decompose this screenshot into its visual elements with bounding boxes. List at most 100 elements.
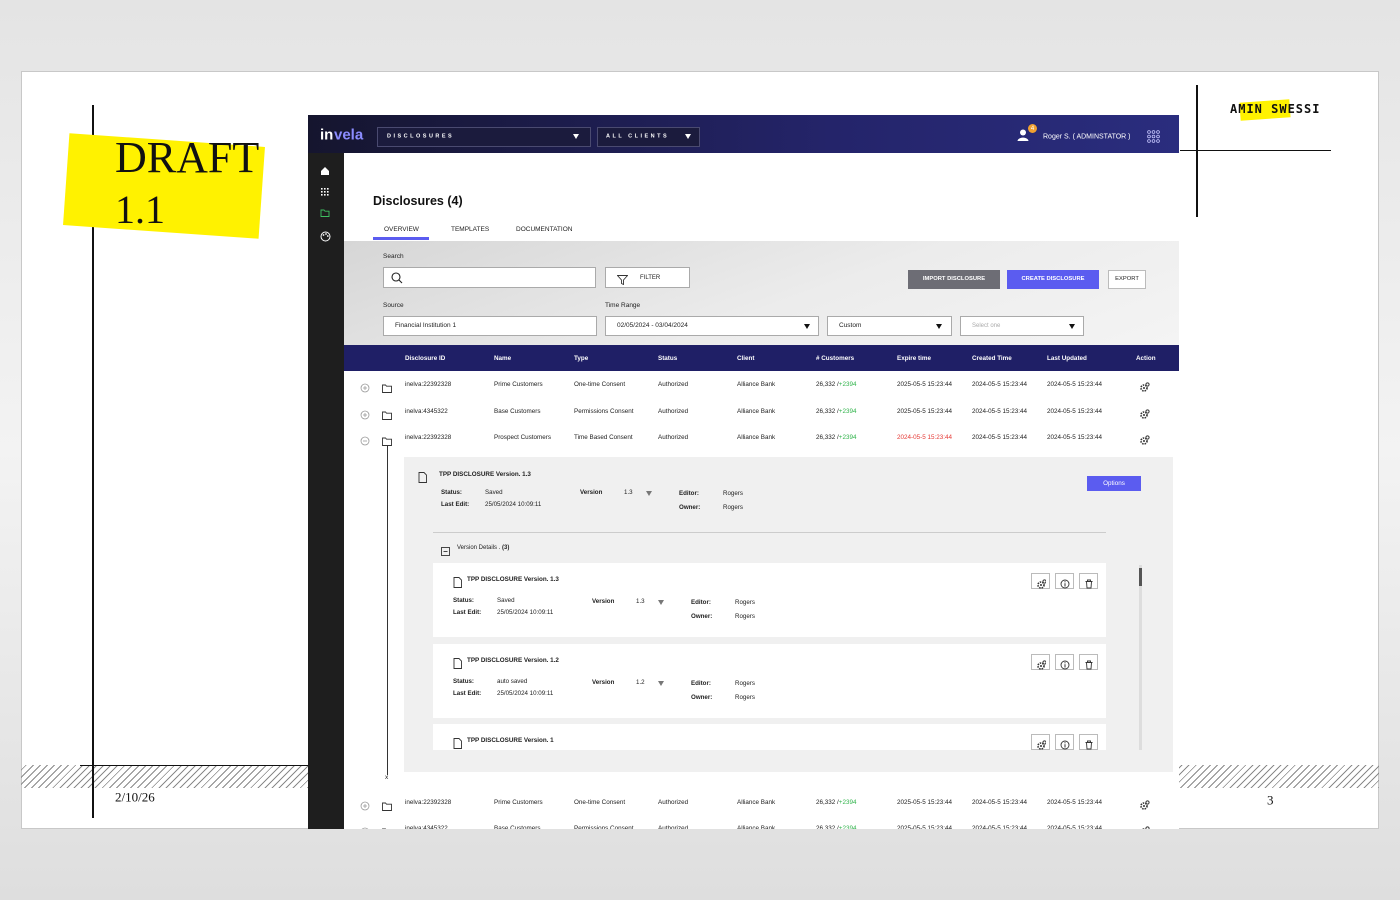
- version-settings-icon-part: [1036, 740, 1047, 750]
- version-select[interactable]: 1.3: [636, 597, 645, 605]
- tab[interactable]: OVERVIEW: [384, 225, 419, 233]
- rule-line: [80, 765, 308, 766]
- folder-icon: [382, 798, 392, 811]
- version-delete-button[interactable]: [1079, 654, 1098, 670]
- table-cell: One-time Consent: [574, 798, 626, 806]
- tab[interactable]: TEMPLATES: [451, 225, 490, 233]
- extra-select[interactable]: [960, 316, 1084, 336]
- version-settings-button[interactable]: [1031, 734, 1050, 750]
- create-button[interactable]: [1007, 270, 1099, 289]
- customers-cell: 26,332 /+2394: [816, 434, 856, 441]
- apps-menu-part: [1147, 139, 1151, 143]
- sidebar: [308, 153, 344, 829]
- nav-folder[interactable]: [320, 205, 330, 217]
- apps-menu[interactable]: [1147, 130, 1160, 143]
- version-settings-button[interactable]: [1031, 654, 1050, 670]
- nav-apps[interactable]: [320, 184, 330, 196]
- dropdown-text: DISCLOSURES: [387, 133, 455, 140]
- customers-cell: 26,332 /+2394: [816, 408, 856, 414]
- table-cell: 2024-05-5 15:23:44: [1047, 798, 1102, 806]
- version-title: TPP DISCLOSURE Version. 1.3: [467, 575, 559, 583]
- field-value: Saved: [497, 596, 515, 604]
- page-title: Disclosures (4): [373, 193, 463, 208]
- table-cell: Alliance Bank: [737, 798, 776, 806]
- range-mode-select[interactable]: [827, 316, 952, 336]
- field-label: Version: [592, 597, 615, 605]
- customer-delta: +2394: [838, 407, 857, 415]
- expand-toggle[interactable]: [360, 380, 370, 393]
- nav-home[interactable]: [320, 163, 330, 175]
- options-button[interactable]: [1087, 476, 1141, 491]
- column-header: Created Time: [972, 354, 1012, 362]
- action-settings[interactable]: [1139, 406, 1150, 419]
- apps-menu-part: [1151, 139, 1156, 143]
- source-input[interactable]: [383, 316, 597, 336]
- version-delete-icon-part: [1085, 660, 1092, 670]
- action-settings[interactable]: [1139, 797, 1150, 810]
- search-input[interactable]: [383, 267, 596, 288]
- table-cell: 2024-05-5 15:23:44: [972, 824, 1027, 829]
- expand-toggle[interactable]: [360, 407, 370, 419]
- action-settings[interactable]: [1139, 823, 1150, 829]
- version-settings-icon: [1036, 576, 1047, 589]
- tree-end: x: [385, 773, 389, 781]
- version-info-button[interactable]: [1055, 573, 1074, 589]
- date-range-select[interactable]: [605, 316, 819, 336]
- table-cell: Authorized: [658, 824, 689, 829]
- client-dropdown[interactable]: [597, 127, 700, 147]
- action-settings-part: [1140, 410, 1148, 419]
- action-settings-part: [1141, 825, 1150, 829]
- version-delete-button[interactable]: [1079, 573, 1098, 589]
- collapse-toggle[interactable]: [441, 543, 450, 556]
- folder-icon-part: [382, 828, 387, 829]
- version-info-button[interactable]: [1055, 734, 1074, 750]
- import-button[interactable]: [908, 270, 1000, 289]
- version-select[interactable]: 1.2: [636, 678, 645, 686]
- table-cell: 2024-05-5 15:23:44: [972, 433, 1027, 441]
- tree-line: [386, 446, 388, 775]
- customer-count: 26,332 /: [816, 798, 839, 806]
- rule-line: [1196, 85, 1198, 217]
- table-cell: 2024-05-5 15:23:44: [1047, 407, 1102, 415]
- expand-toggle[interactable]: [360, 433, 370, 446]
- version-select[interactable]: 1.3: [624, 488, 633, 496]
- rule-line: [1180, 150, 1331, 151]
- column-header: Expire time: [897, 354, 931, 362]
- expand-toggle-part: [361, 827, 369, 829]
- version-settings-button[interactable]: [1031, 573, 1050, 589]
- tab[interactable]: DOCUMENTATION: [516, 225, 573, 233]
- dropdown-arrow: [1069, 324, 1075, 329]
- draft-version: 1.1: [115, 187, 165, 232]
- action-settings[interactable]: [1139, 379, 1150, 392]
- version-info-icon-part: [1063, 662, 1066, 664]
- nav-home-part: [321, 167, 329, 175]
- scrollbar-thumb[interactable]: [1139, 568, 1142, 586]
- user-icon-part: [1017, 137, 1029, 141]
- section-dropdown[interactable]: [377, 127, 591, 147]
- action-settings-part: [1140, 384, 1148, 392]
- field-value: 25/05/2024 10:09:11: [497, 689, 554, 697]
- filter-button[interactable]: [605, 267, 690, 288]
- user-name: Roger S. ( ADMINSTATOR ): [1043, 133, 1131, 141]
- folder-icon-part: [382, 802, 392, 811]
- version-delete-button[interactable]: [1079, 734, 1098, 750]
- expand-toggle-part: [360, 436, 370, 446]
- nav-apps-part: [327, 191, 329, 193]
- version-delete-icon-part: [1085, 660, 1092, 670]
- tab-indicator: [373, 237, 429, 240]
- divider: [433, 532, 1106, 533]
- expand-toggle[interactable]: [360, 824, 370, 829]
- table-cell: 2024-05-5 15:23:44: [897, 433, 952, 441]
- action-settings[interactable]: [1139, 432, 1150, 445]
- version-info-button[interactable]: [1055, 654, 1074, 670]
- button-text: IMPORT DISCLOSURE: [922, 275, 986, 282]
- expand-toggle[interactable]: [360, 798, 370, 811]
- table-cell: 2025-05-5 15:23:44: [897, 824, 952, 829]
- export-button[interactable]: [1108, 270, 1146, 289]
- nav-theme[interactable]: [320, 229, 331, 242]
- user-icon[interactable]: [1016, 128, 1030, 142]
- nav-folder-part: [320, 209, 330, 217]
- version-card: [433, 724, 1106, 750]
- field-value: 25/05/2024 10:09:11: [485, 500, 542, 508]
